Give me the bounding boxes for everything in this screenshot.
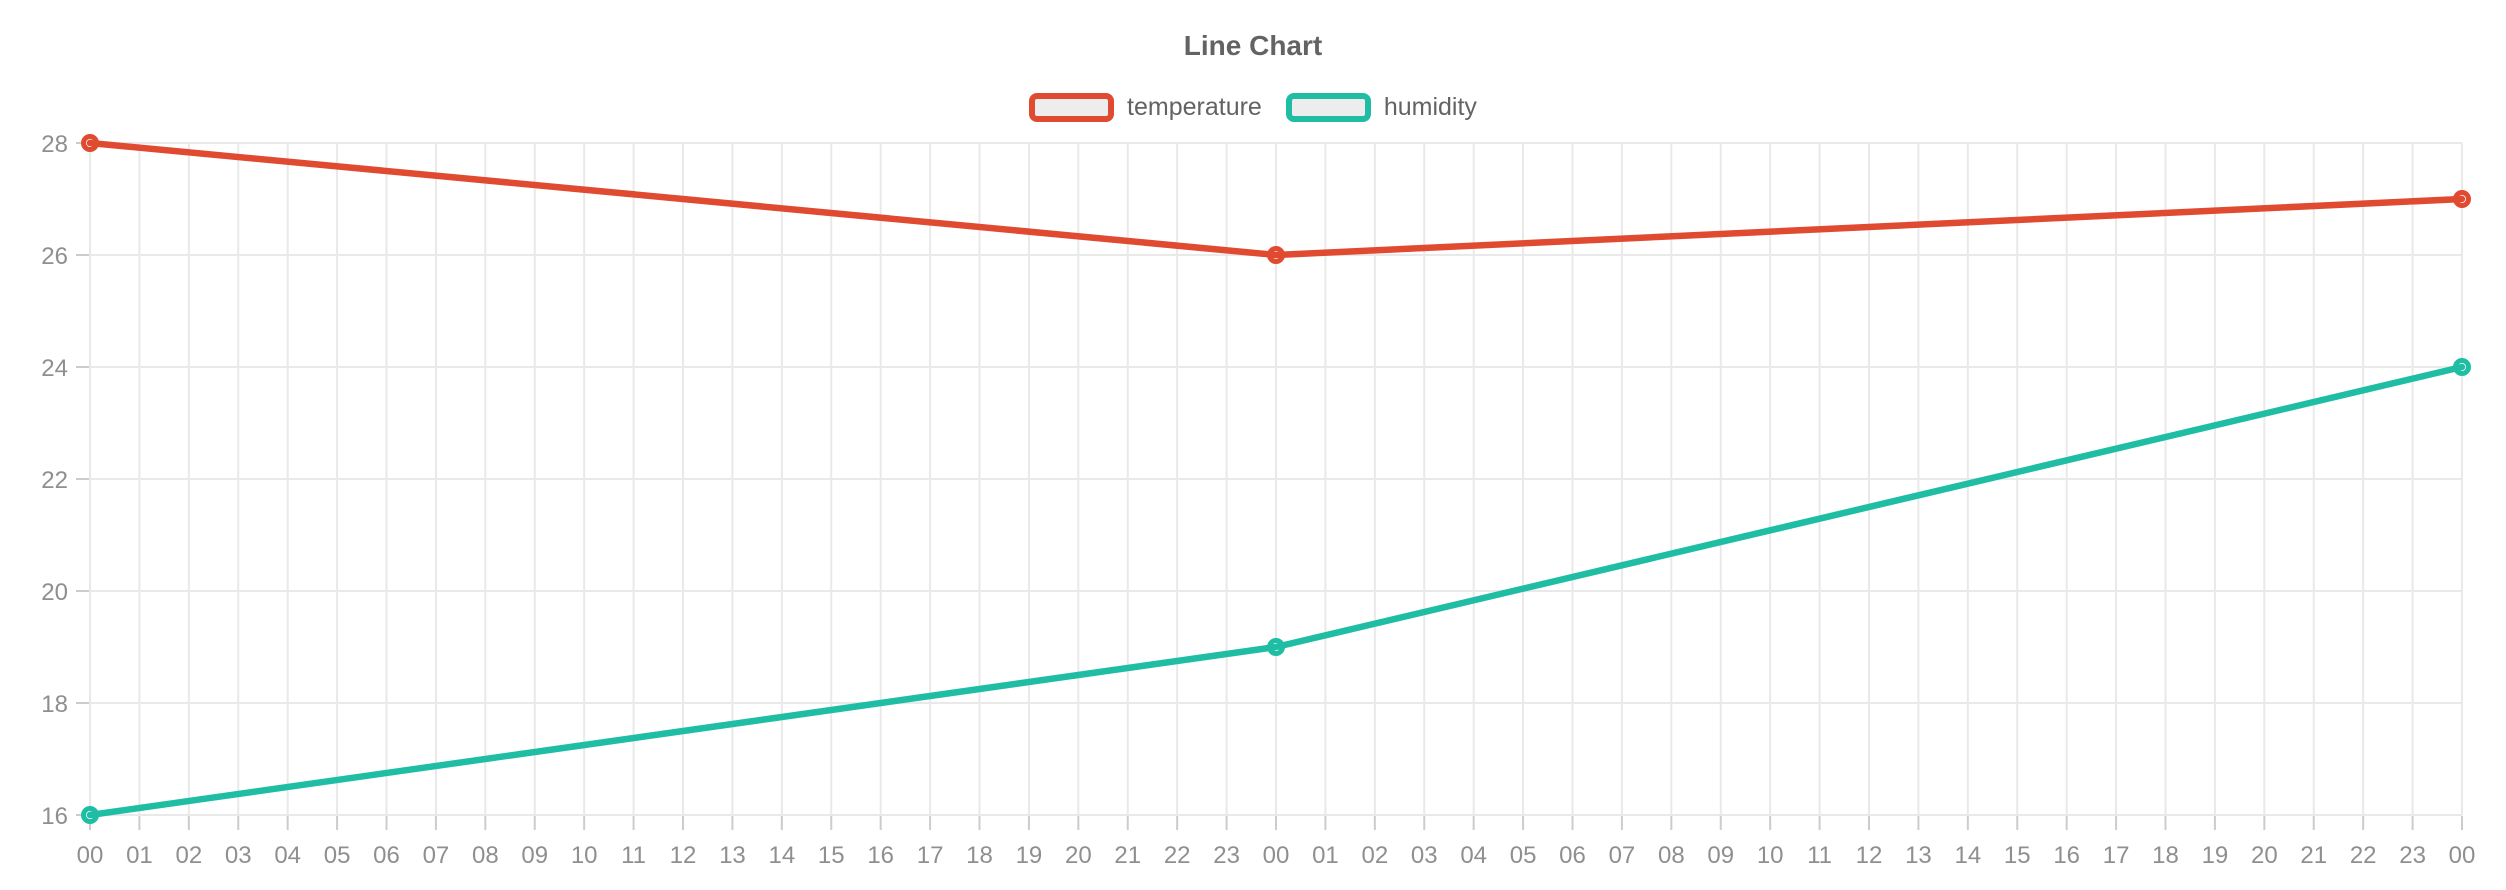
axis-ticks [76, 142, 2463, 830]
y-tick-label: 24 [41, 355, 68, 382]
legend: temperature humidity [0, 93, 2506, 122]
x-tick-label: 22 [2350, 842, 2377, 869]
x-tick-label: 16 [2053, 842, 2080, 869]
x-tick-label: 23 [1213, 842, 1240, 869]
humidity-line [86, 363, 2466, 819]
x-tick-label: 10 [1757, 842, 1784, 869]
temperature-line [86, 139, 2466, 259]
x-tick-label: 01 [1312, 842, 1339, 869]
humidity-swatch-icon [1285, 93, 1371, 122]
humidity-data-point-marker [1267, 638, 1285, 656]
x-tick-label: 07 [423, 842, 450, 869]
y-tick-label: 26 [41, 243, 68, 270]
legend-item-temperature[interactable]: temperature [1029, 93, 1262, 122]
x-tick-label: 20 [2251, 842, 2278, 869]
y-axis-labels: 16 18 20 22 24 26 28 [41, 131, 68, 830]
legend-label-humidity: humidity [1383, 93, 1477, 121]
x-tick-label: 22 [1164, 842, 1191, 869]
x-axis-labels: 00 01 02 03 04 05 06 07 08 09 10 11 12 13 14 15 16 17 18 19… [77, 842, 2476, 869]
y-tick-label: 22 [41, 467, 68, 494]
x-tick-label: 00 [2449, 842, 2476, 869]
x-tick-label: 08 [472, 842, 499, 869]
x-tick-label: 14 [1954, 842, 1981, 869]
x-tick-label: 04 [274, 842, 301, 869]
x-tick-label: 01 [126, 842, 153, 869]
x-tick-label: 13 [1905, 842, 1932, 869]
x-tick-label: 03 [225, 842, 252, 869]
x-tick-label: 23 [2399, 842, 2426, 869]
humidity-data-point-marker [2453, 358, 2471, 376]
x-tick-label: 09 [1707, 842, 1734, 869]
x-tick-label: 14 [768, 842, 795, 869]
y-tick-label: 18 [41, 691, 68, 718]
x-tick-label: 21 [1114, 842, 1141, 869]
x-tick-label: 18 [966, 842, 993, 869]
x-tick-label: 15 [2004, 842, 2031, 869]
x-tick-label: 20 [1065, 842, 1092, 869]
x-tick-label: 02 [175, 842, 202, 869]
temperature-data-point-marker [1267, 246, 1285, 264]
temperature-data-point-marker [2453, 190, 2471, 208]
x-tick-label: 21 [2300, 842, 2327, 869]
x-tick-label: 04 [1460, 842, 1487, 869]
y-tick-label: 28 [41, 131, 68, 158]
temperature-swatch-icon [1029, 93, 1115, 122]
x-tick-label: 00 [77, 842, 104, 869]
x-tick-label: 05 [1510, 842, 1537, 869]
y-tick-label: 20 [41, 579, 68, 606]
grid [89, 142, 2463, 816]
y-tick-label: 16 [41, 803, 68, 830]
x-tick-label: 06 [373, 842, 400, 869]
x-tick-label: 06 [1559, 842, 1586, 869]
series-humidity [81, 358, 2471, 824]
temperature-data-point-marker [81, 134, 99, 152]
series-temperature [81, 134, 2471, 264]
x-tick-label: 17 [2103, 842, 2130, 869]
x-tick-label: 02 [1361, 842, 1388, 869]
x-tick-label: 13 [719, 842, 746, 869]
x-tick-label: 12 [670, 842, 697, 869]
x-tick-label: 03 [1411, 842, 1438, 869]
x-tick-label: 11 [621, 842, 646, 869]
x-tick-label: 15 [818, 842, 845, 869]
x-tick-label: 10 [571, 842, 598, 869]
legend-item-humidity[interactable]: humidity [1285, 93, 1477, 122]
chart-title: Line Chart [1183, 30, 1323, 61]
x-tick-label: 07 [1609, 842, 1636, 869]
x-tick-label: 18 [2152, 842, 2179, 869]
x-tick-label: 16 [867, 842, 894, 869]
x-tick-label: 00 [1263, 842, 1290, 869]
x-tick-label: 19 [1016, 842, 1043, 869]
x-tick-label: 19 [2202, 842, 2229, 869]
x-tick-label: 05 [324, 842, 351, 869]
x-tick-label: 12 [1856, 842, 1883, 869]
humidity-data-point-marker [81, 806, 99, 824]
x-tick-label: 08 [1658, 842, 1685, 869]
x-tick-label: 17 [917, 842, 944, 869]
x-tick-label: 11 [1807, 842, 1832, 869]
legend-label-temperature: temperature [1127, 93, 1262, 121]
x-tick-label: 09 [521, 842, 548, 869]
